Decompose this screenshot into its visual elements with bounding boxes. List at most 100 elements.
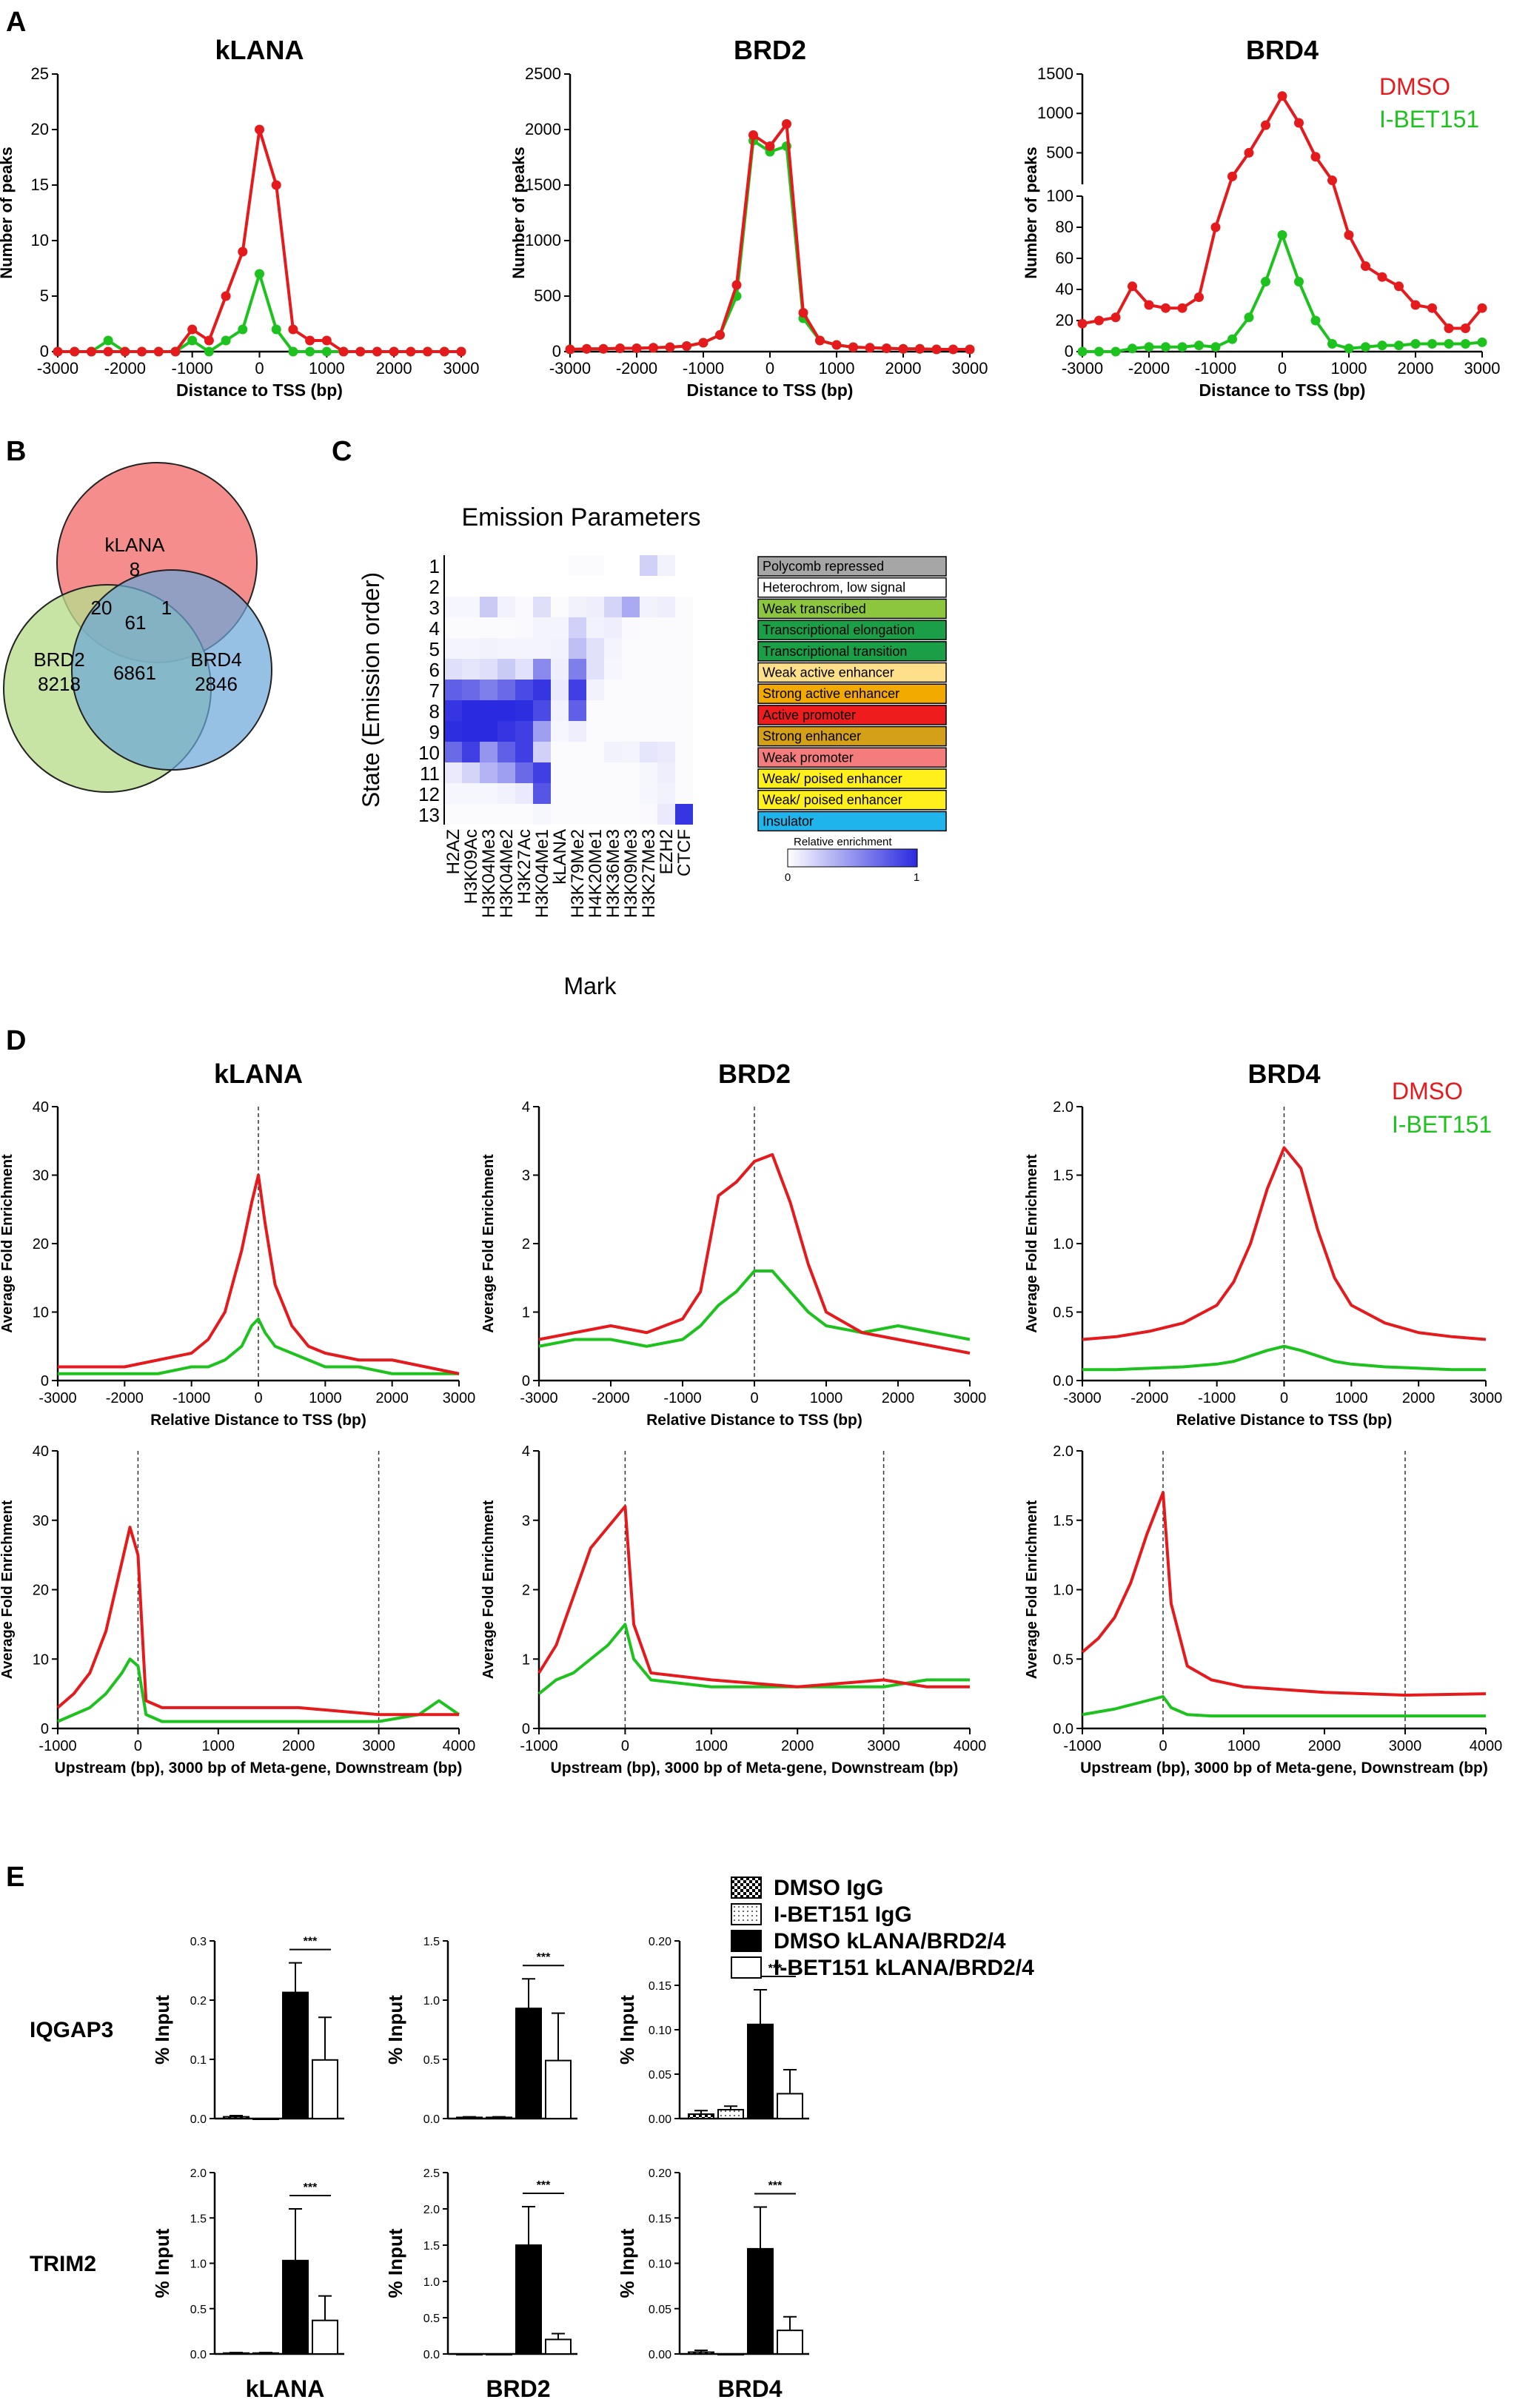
data-point	[1177, 303, 1187, 313]
y-tick-label: 2	[522, 1236, 530, 1252]
chart-title: kLANA	[215, 35, 304, 65]
legend-swatch-dmso-igg	[731, 1877, 762, 1899]
heatmap-cell	[657, 597, 675, 617]
heatmap-cell	[462, 742, 480, 762]
bar-3	[777, 2330, 803, 2355]
heatmap-cell	[640, 721, 657, 742]
x-tick-label: 1000	[1227, 1738, 1261, 1754]
data-point	[305, 335, 315, 346]
heatmap-cell	[604, 659, 622, 680]
colorbar	[787, 848, 918, 868]
heatmap-cell	[533, 659, 551, 680]
heatmap-cell	[604, 576, 622, 597]
y-tick-label: 1500	[525, 175, 561, 194]
gene-label-iqgap3: IQGAP3	[30, 2018, 113, 2042]
state-color-box	[757, 620, 947, 640]
heatmap-cell	[515, 783, 533, 804]
bar-2	[515, 2008, 542, 2119]
y-tick-label: 40	[1056, 280, 1073, 298]
series-line-i-bet151	[1082, 233, 1483, 353]
x-axis-label: Relative Distance to TSS (bp)	[1176, 1412, 1393, 1429]
heatmap-cell	[657, 680, 675, 700]
y-axis-label: Average Fold Enrichment	[0, 1500, 16, 1679]
series-line-i-bet151	[569, 139, 970, 351]
bar-chart-0: 0.0 0.1 0.2 0.3 *** % Input	[151, 1936, 344, 2126]
heatmap-cell	[533, 680, 551, 700]
data-point	[1094, 346, 1104, 357]
significance-stars: ***	[537, 2179, 551, 2192]
y-tick-label: 0.5	[423, 2054, 440, 2067]
panel-label-a: A	[6, 7, 26, 38]
chart-title: BRD2	[734, 35, 806, 65]
x-tick-label: 3000	[954, 1390, 987, 1406]
heatmap-ylabel: State (Emission order)	[358, 572, 384, 808]
x-tick-label: -1000	[520, 1738, 557, 1754]
bar-3	[312, 2059, 338, 2120]
heatmap-col-label: H2AZ	[443, 829, 463, 874]
heatmap-cell	[675, 804, 693, 825]
y-tick-label: 20	[31, 120, 49, 138]
data-point	[271, 180, 281, 190]
x-tick-label: 0	[621, 1738, 629, 1754]
heatmap-cell	[657, 762, 675, 783]
heatmap-cell	[462, 555, 480, 576]
legend-d-dmso: DMSO	[1392, 1078, 1463, 1104]
x-tick-label: -3000	[1062, 359, 1103, 378]
heatmap-cell	[604, 762, 622, 783]
x-tick-label: -1000	[38, 1738, 76, 1754]
y-tick-label: 30	[33, 1513, 49, 1529]
heatmap-cell	[444, 576, 462, 597]
data-point	[456, 346, 466, 357]
data-point	[898, 343, 908, 354]
y-tick-label: 0.0	[190, 2349, 207, 2361]
data-point	[1177, 342, 1187, 352]
data-point	[632, 343, 642, 353]
y-tick-label: 10	[31, 231, 49, 249]
x-tick-label: 3000	[443, 359, 480, 378]
heatmap-cell	[675, 721, 693, 742]
data-point	[1310, 315, 1321, 326]
y-tick-label: 500	[534, 286, 561, 305]
legend-a-ibet: I-BET151	[1379, 106, 1479, 133]
heatmap-cell	[498, 597, 515, 617]
data-point	[765, 141, 775, 151]
data-point	[1261, 120, 1270, 130]
bar-1	[717, 2109, 744, 2119]
heatmap-cell	[551, 762, 569, 783]
heatmap-cell	[498, 680, 515, 700]
y-tick-label: 10	[33, 1651, 49, 1668]
y-axis-label: % Input	[151, 2228, 173, 2298]
series-line-i-bet151	[1082, 1344, 1486, 1372]
heatmap-cell	[533, 700, 551, 721]
y-tick-label: 0	[41, 1373, 49, 1389]
data-point	[153, 346, 164, 357]
bar-chart-4: 0.0 0.5 1.0 1.5 2.0 2.5 *** % Input	[384, 2167, 577, 2361]
heatmap-cell	[515, 659, 533, 680]
heatmap-cell	[640, 783, 657, 804]
heatmap-cell	[604, 721, 622, 742]
y-tick-label: 60	[1056, 249, 1073, 267]
data-point	[815, 335, 825, 346]
heatmap-cell	[551, 555, 569, 576]
y-tick-label: 0.15	[649, 2213, 671, 2225]
y-tick-label: 0.0	[423, 2349, 440, 2361]
x-axis-label: Upstream (bp), 3000 bp of Meta-gene, Dow…	[1080, 1760, 1488, 1777]
venn-label-brd2: BRD2	[33, 648, 84, 671]
data-point	[1244, 312, 1254, 323]
y-tick-label: 2.0	[1053, 1443, 1073, 1460]
heatmap-cell	[444, 555, 462, 576]
line-chart-3: 0 10 20 30 40 -3000 -2000 -1000 0 1000 2000 3000 kLA…	[0, 1059, 475, 1429]
y-tick-label: 1500	[1037, 64, 1073, 83]
bar-3	[545, 2059, 572, 2120]
venn-overlap-brd2-brd4: 6861	[113, 662, 156, 684]
heatmap-cell	[551, 576, 569, 597]
heatmap-cell	[533, 555, 551, 576]
state-color-box	[757, 683, 947, 704]
heatmap-cell	[480, 659, 498, 680]
heatmap-cell	[533, 721, 551, 742]
x-tick-label: 4000	[443, 1738, 476, 1754]
bar-3	[545, 2338, 572, 2355]
data-point	[965, 344, 975, 355]
x-tick-label: -2000	[1130, 1390, 1168, 1406]
state-color-box	[757, 641, 947, 662]
